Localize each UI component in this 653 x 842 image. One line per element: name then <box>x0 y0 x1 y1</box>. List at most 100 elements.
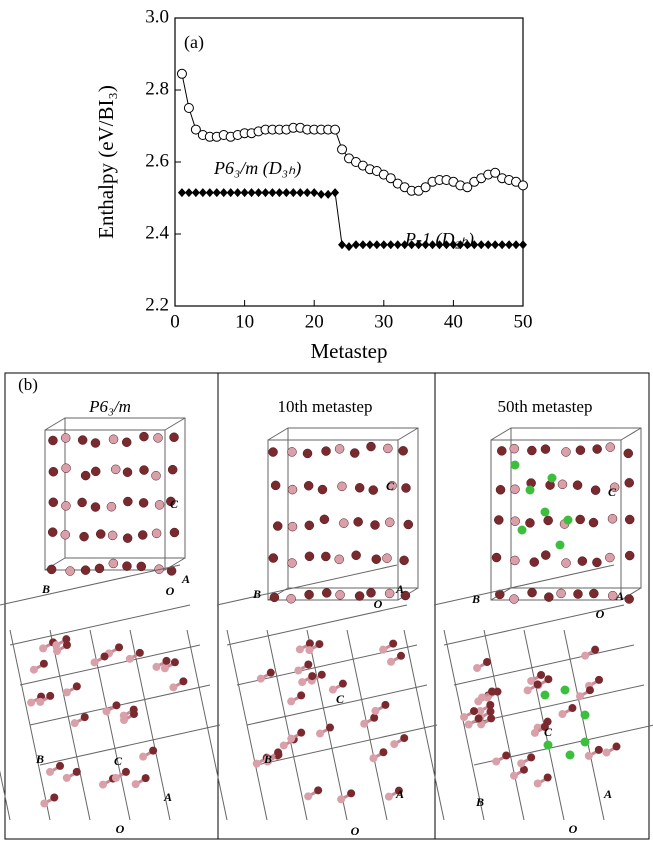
point <box>191 188 200 198</box>
atom <box>65 566 75 576</box>
atom <box>502 751 511 760</box>
atom <box>61 501 71 511</box>
atom <box>381 700 390 709</box>
atom <box>295 645 304 654</box>
y-axis-label: Enthalpy (eV/BI₃) <box>94 85 118 239</box>
atom <box>279 741 288 750</box>
atom <box>40 799 49 808</box>
atom <box>256 674 265 683</box>
x-tick-label: 50 <box>514 311 533 332</box>
atom <box>179 677 188 686</box>
cell-edge <box>246 684 428 726</box>
atom <box>390 740 399 749</box>
point <box>198 188 207 198</box>
point <box>428 240 437 250</box>
atom <box>100 652 109 661</box>
point <box>240 188 249 198</box>
atom <box>624 594 634 604</box>
cell-edge <box>397 427 419 441</box>
x-tick-label: 20 <box>305 311 324 332</box>
atom <box>112 701 121 710</box>
atom <box>102 707 111 716</box>
atom <box>368 485 379 495</box>
axis-letter: B <box>475 795 484 809</box>
atom <box>592 444 602 454</box>
atom <box>543 515 553 526</box>
atom <box>565 750 575 760</box>
atom <box>561 558 571 568</box>
atom <box>602 748 611 757</box>
atom <box>495 485 506 495</box>
cell-edge <box>236 644 418 686</box>
point <box>205 188 214 198</box>
y-tick-label: 2.2 <box>145 294 169 315</box>
atom <box>510 484 520 495</box>
cell-edge <box>39 724 221 766</box>
cell-edge <box>0 564 181 606</box>
atom <box>297 691 306 700</box>
point <box>420 182 431 193</box>
point <box>261 188 270 198</box>
panel-b-frame <box>4 372 650 840</box>
point <box>490 167 501 178</box>
atom <box>122 533 133 543</box>
point <box>462 182 473 193</box>
atom <box>389 639 398 648</box>
atom <box>397 651 406 660</box>
axis-letter: B <box>263 752 272 766</box>
atom <box>354 591 365 601</box>
point <box>337 144 348 155</box>
atom <box>50 793 59 802</box>
atom <box>607 514 618 524</box>
point <box>212 188 221 198</box>
atom <box>56 761 65 770</box>
point <box>310 188 319 198</box>
atom <box>304 520 315 531</box>
axis-letter: B <box>252 587 261 601</box>
atom <box>149 746 158 755</box>
atom <box>287 484 298 495</box>
cell-edge <box>453 644 635 686</box>
cell-edge <box>9 604 191 646</box>
atom <box>46 691 55 700</box>
axis-letter: O <box>569 822 578 836</box>
atom <box>62 773 71 782</box>
atom <box>268 447 278 457</box>
point <box>282 188 291 198</box>
point <box>190 124 201 135</box>
atom <box>297 728 306 737</box>
atom <box>315 640 324 649</box>
point <box>365 240 374 250</box>
axis-letter: A <box>181 572 190 586</box>
atom <box>337 481 347 492</box>
atom <box>274 748 283 757</box>
point <box>254 188 263 198</box>
point <box>512 240 521 250</box>
atom <box>125 654 134 663</box>
atom <box>394 786 403 795</box>
atom <box>575 445 586 455</box>
atom <box>77 497 87 508</box>
atom <box>62 635 71 644</box>
x-axis-label: Metastep <box>311 339 388 363</box>
atom <box>384 792 393 801</box>
atom <box>387 480 397 491</box>
cell-edge <box>186 629 228 821</box>
atom <box>60 530 71 540</box>
atom <box>353 517 363 527</box>
atom <box>510 460 520 470</box>
point <box>358 240 367 250</box>
axis-letter: A <box>395 582 404 596</box>
point <box>421 240 430 250</box>
atom <box>80 565 91 575</box>
point <box>226 188 235 198</box>
y-tick-label: 2.4 <box>145 222 169 243</box>
atom <box>594 745 603 754</box>
atom <box>94 563 105 574</box>
atom <box>335 590 345 600</box>
axis-letter: O <box>596 607 605 621</box>
atom <box>141 774 150 783</box>
axis-letter: B <box>35 752 44 766</box>
atom <box>268 553 279 563</box>
